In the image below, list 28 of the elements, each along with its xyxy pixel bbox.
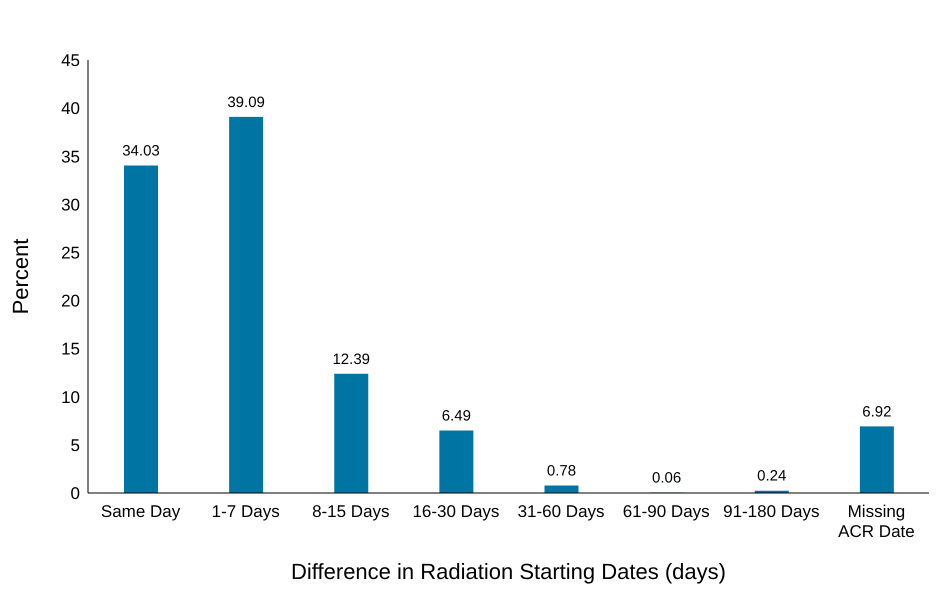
x-tick-label: 1-7 Days [212,502,280,521]
x-tick-label: 8-15 Days [312,502,390,521]
y-axis-title: Percent [8,238,33,314]
y-tick-label: 15 [61,340,80,359]
y-tick-label: 35 [61,147,80,166]
x-axis-title: Difference in Radiation Starting Dates (days) [291,559,726,584]
data-label: 12.39 [332,350,370,368]
data-label: 34.03 [122,142,160,160]
x-tick-label: 31-60 Days [518,502,605,521]
x-tick-label: Same Day [100,502,181,521]
y-tick-label: 25 [61,243,80,262]
data-label: 0.24 [757,468,786,485]
y-tick-label: 0 [70,484,80,504]
y-tick-label: 45 [61,51,80,70]
x-tick-label: 91-180 Days [723,502,820,521]
x-tick-label: Missing ACR Date [838,502,915,541]
y-tick-label: 30 [61,195,80,214]
data-label: 6.92 [862,403,892,420]
y-tick-label: 10 [61,388,80,407]
x-tick-label: 16-30 Days [412,502,500,521]
y-tick-label: 5 [70,436,80,455]
data-label: 39.09 [227,94,265,111]
x-tick-label: 61-90 Days [622,502,710,521]
y-tick-label: 40 [61,99,80,118]
y-tick-label: 20 [61,292,80,311]
data-label: 0.78 [546,462,576,480]
data-label: 0.06 [652,469,682,486]
data-label: 6.49 [442,408,471,425]
